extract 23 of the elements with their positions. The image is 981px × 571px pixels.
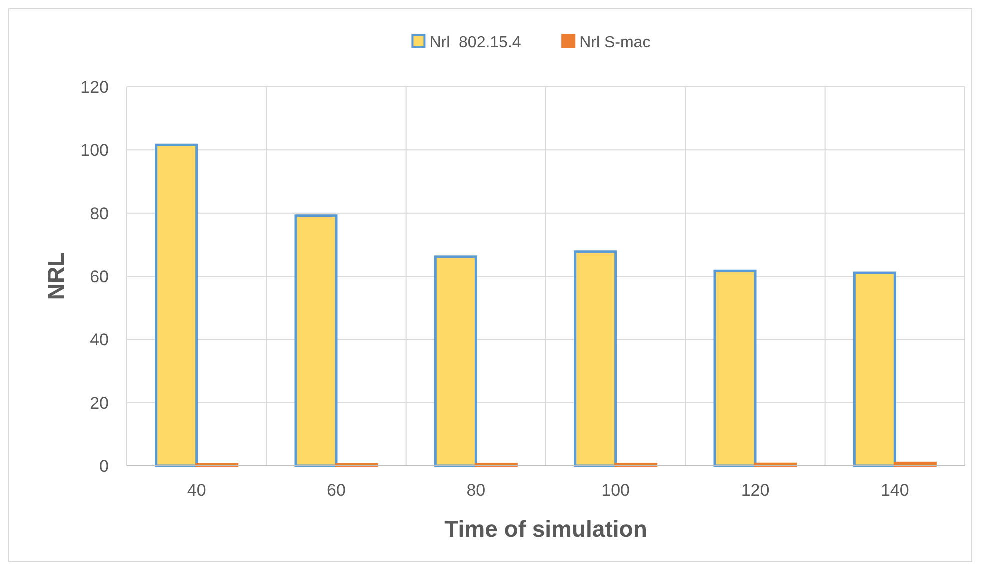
bar: [853, 272, 896, 468]
x-tick-label: 80: [466, 481, 486, 500]
bar: [155, 144, 198, 468]
y-tick-label: 40: [90, 330, 109, 350]
bar: [574, 250, 618, 468]
y-tick-label: 60: [90, 267, 109, 286]
y-tick-label: 120: [80, 78, 109, 97]
x-tick-label: 120: [741, 481, 770, 500]
x-tick-label: 40: [187, 481, 206, 500]
x-tick-label: 60: [327, 481, 346, 500]
bar: [434, 256, 478, 468]
x-tick-label: 100: [602, 481, 630, 500]
x-axis-title: Time of simulation: [444, 516, 648, 542]
y-tick-label: 80: [90, 204, 109, 224]
bar: [714, 270, 757, 468]
y-tick-label: 0: [100, 456, 109, 476]
y-axis-title: NRL: [43, 252, 69, 300]
legend-label: Nrl 802.15.4: [430, 34, 522, 52]
x-tick-label: 140: [880, 481, 910, 500]
legend-label: Nrl S-mac: [580, 34, 651, 52]
bar: [294, 214, 338, 468]
y-tick-label: 100: [80, 141, 109, 160]
y-tick-label: 20: [90, 394, 109, 413]
